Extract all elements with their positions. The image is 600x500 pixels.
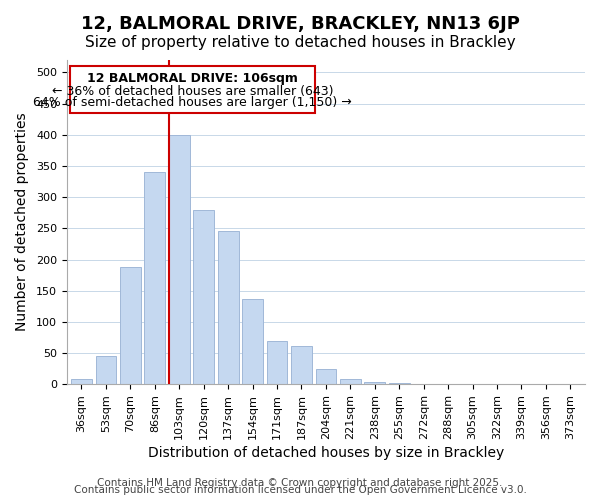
Bar (316, 368, 336, 384)
Text: 12 BALMORAL DRIVE: 106sqm: 12 BALMORAL DRIVE: 106sqm (87, 72, 298, 85)
Bar (266, 340, 287, 384)
Text: Contains HM Land Registry data © Crown copyright and database right 2025.: Contains HM Land Registry data © Crown c… (97, 478, 503, 488)
Y-axis label: Number of detached properties: Number of detached properties (15, 113, 29, 332)
Bar (364, 382, 385, 384)
Bar (70, 66, 315, 113)
Text: ← 36% of detached houses are smaller (643): ← 36% of detached houses are smaller (64… (52, 84, 334, 98)
Bar (169, 135, 190, 384)
Bar (291, 346, 312, 384)
Bar (145, 172, 165, 384)
Bar (95, 356, 116, 384)
Text: Contains public sector information licensed under the Open Government Licence v3: Contains public sector information licen… (74, 485, 526, 495)
Text: 64% of semi-detached houses are larger (1,150) →: 64% of semi-detached houses are larger (… (34, 96, 352, 109)
Bar (340, 379, 361, 384)
Bar (120, 267, 141, 384)
Text: Size of property relative to detached houses in Brackley: Size of property relative to detached ho… (85, 35, 515, 50)
X-axis label: Distribution of detached houses by size in Brackley: Distribution of detached houses by size … (148, 446, 504, 460)
Bar (218, 231, 239, 384)
Bar (242, 299, 263, 384)
Bar (71, 379, 92, 384)
Text: 12, BALMORAL DRIVE, BRACKLEY, NN13 6JP: 12, BALMORAL DRIVE, BRACKLEY, NN13 6JP (80, 15, 520, 33)
Bar (193, 210, 214, 384)
Bar (389, 383, 410, 384)
